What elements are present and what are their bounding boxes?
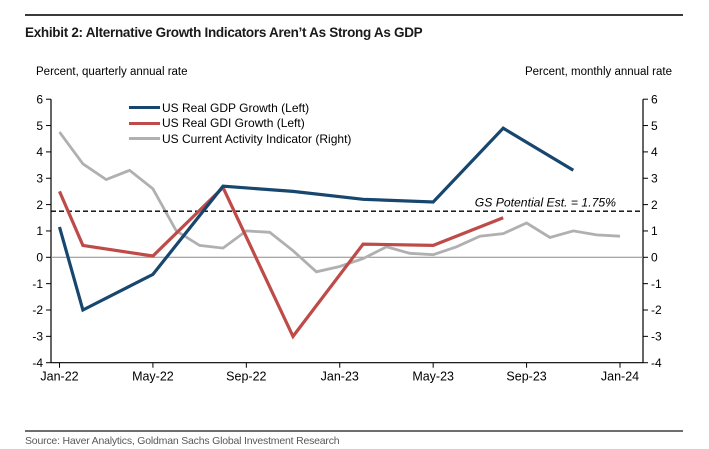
- left-axis-tick-label: 1: [36, 224, 43, 238]
- left-axis-caption: Percent, quarterly annual rate: [36, 66, 188, 78]
- left-axis-tick-label: -3: [32, 330, 43, 344]
- left-axis-tick-label: 5: [36, 119, 43, 133]
- x-axis-tick-label: Jan-22: [40, 370, 78, 384]
- legend-swatch: [129, 106, 160, 110]
- source-note: Source: Haver Analytics, Goldman Sachs G…: [25, 435, 340, 447]
- left-axis-tick-label: 3: [36, 171, 43, 185]
- right-axis-tick-label: -3: [651, 330, 662, 344]
- x-axis-tick-label: Sep-23: [506, 370, 546, 384]
- right-axis-tick-label: 6: [651, 92, 658, 106]
- legend-swatch: [129, 137, 160, 141]
- gdi-line: [58, 184, 504, 340]
- x-axis-tick-label: May-23: [412, 370, 454, 384]
- cai-line: [58, 131, 621, 274]
- right-axis-caption: Percent, monthly annual rate: [524, 66, 672, 78]
- right-axis-tick-label: 2: [651, 198, 658, 212]
- x-axis-tick-label: Jan-23: [321, 370, 359, 384]
- legend-label: US Real GDP Growth (Left): [162, 100, 310, 115]
- left-axis-tick-label: 2: [36, 198, 43, 212]
- left-axis-tick-label: -2: [32, 303, 43, 317]
- footer-divider: [25, 430, 683, 432]
- right-axis-tick-label: -1: [651, 277, 662, 291]
- right-axis-tick-label: 4: [651, 145, 658, 159]
- right-axis-tick-label: 0: [651, 251, 658, 265]
- right-axis-tick-label: 5: [651, 119, 658, 133]
- right-axis-tick-label: 3: [651, 171, 658, 185]
- legend-label: US Real GDI Growth (Left): [162, 116, 305, 131]
- left-axis-tick-label: 4: [36, 145, 43, 159]
- left-axis-tick-label: -4: [32, 356, 43, 370]
- x-axis-tick-label: Jan-24: [601, 370, 639, 384]
- chart-legend: US Real GDP Growth (Left) US Real GDI Gro…: [129, 100, 351, 147]
- axis-caption-row: Percent, quarterly annual rate Percent, …: [36, 66, 672, 78]
- legend-swatch: [129, 121, 160, 125]
- top-divider: [25, 14, 683, 16]
- legend-item: US Real GDI Growth (Left): [129, 116, 351, 132]
- right-axis-tick-label: -2: [651, 303, 662, 317]
- exhibit-title: Exhibit 2: Alternative Growth Indicators…: [25, 25, 423, 40]
- left-axis-tick-label: 0: [36, 251, 43, 265]
- legend-item: US Real GDP Growth (Left): [129, 100, 351, 116]
- legend-item: US Current Activity Indicator (Right): [129, 131, 351, 147]
- right-axis-tick-label: -4: [651, 356, 662, 370]
- right-axis-tick-label: 1: [651, 224, 658, 238]
- potential-estimate-label: GS Potential Est. = 1.75%: [475, 196, 616, 210]
- left-axis-tick-label: 6: [36, 92, 43, 106]
- legend-label: US Current Activity Indicator (Right): [162, 131, 352, 146]
- x-axis-tick-label: May-22: [132, 370, 174, 384]
- x-axis-tick-label: Sep-22: [226, 370, 266, 384]
- gdp-line: [57, 126, 575, 313]
- left-axis-tick-label: -1: [32, 277, 43, 291]
